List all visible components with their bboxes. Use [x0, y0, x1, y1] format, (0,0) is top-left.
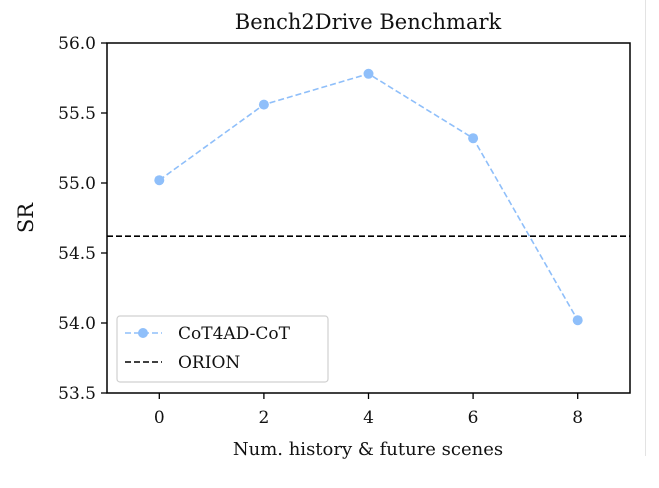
x-tick-label: 6 — [468, 408, 479, 428]
data-point — [468, 133, 479, 144]
chart-title: Bench2Drive Benchmark — [235, 10, 502, 34]
y-tick-label: 54.5 — [58, 244, 96, 264]
legend-label-series-0: CoT4AD-CoT — [178, 324, 291, 344]
y-tick-label: 53.5 — [58, 384, 96, 404]
y-tick-label: 55.5 — [58, 104, 96, 124]
x-tick-label: 4 — [363, 408, 374, 428]
data-point — [572, 315, 583, 326]
y-axis-label: SR — [14, 202, 38, 233]
y-tick-label: 54.0 — [58, 314, 96, 334]
x-tick-label: 8 — [572, 408, 583, 428]
y-tick-label: 55.0 — [58, 174, 96, 194]
x-tick-label: 2 — [258, 408, 269, 428]
data-point — [258, 99, 269, 110]
x-axis-label: Num. history & future scenes — [233, 439, 503, 460]
data-point — [363, 68, 374, 79]
legend-marker-series-0 — [138, 328, 148, 338]
series-line-cot4ad-cot — [158, 72, 579, 321]
y-tick-label: 56.0 — [58, 34, 96, 54]
plot-frame — [106, 42, 631, 394]
x-tick-label: 0 — [154, 408, 165, 428]
legend-label-series-1: ORION — [178, 353, 240, 373]
data-point — [154, 175, 165, 186]
legend-frame — [116, 315, 329, 383]
legend: CoT4AD-CoT ORION — [116, 315, 329, 383]
